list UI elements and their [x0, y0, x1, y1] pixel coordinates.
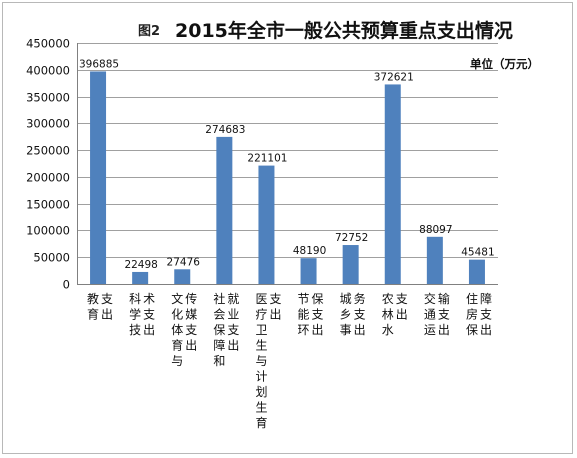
data-label: 45481 — [461, 247, 494, 259]
y-tick-label: 250000 — [26, 144, 70, 158]
y-tick-label: 450000 — [26, 37, 70, 51]
category-label: 交通运输支出 — [424, 291, 450, 337]
y-tick-label: 350000 — [26, 91, 70, 105]
figure-label: 图2 — [138, 24, 160, 39]
y-tick-label: 100000 — [26, 224, 70, 238]
data-label: 72752 — [335, 232, 368, 244]
bar — [426, 236, 443, 284]
category-label: 科学技术支出 — [129, 292, 155, 337]
category-label: 文化体育与传媒支出 — [171, 291, 197, 368]
category-label: 农林水支出 — [382, 292, 408, 337]
category-label: 节能环保支出 — [298, 292, 324, 337]
bar — [384, 84, 401, 284]
y-tick-label: 300000 — [26, 117, 70, 131]
y-tick-label: 0 — [63, 278, 70, 292]
y-tick-label: 200000 — [26, 171, 70, 185]
category-label: 住房保障支出 — [466, 291, 492, 337]
category-label: 城乡事务支出 — [340, 291, 366, 337]
category-label: 医疗卫生与计划生育支出 — [255, 292, 281, 430]
bar — [342, 245, 359, 284]
category-label: 教育支出 — [87, 291, 113, 322]
unit-label: 单位（万元） — [470, 57, 539, 71]
data-label: 22498 — [124, 259, 157, 271]
data-label: 48190 — [293, 245, 326, 257]
data-labels: 396885 22498 27476 274683 221101 48190 72752 37… — [79, 58, 495, 271]
data-label: 274683 — [205, 124, 245, 136]
data-label: 372621 — [374, 71, 414, 83]
y-axis-ticks: 0 50000 100000 150000 200000 250000 300000 3500… — [26, 37, 70, 292]
data-label: 27476 — [167, 256, 201, 268]
bars — [90, 71, 485, 284]
gridlines — [77, 43, 498, 285]
bar — [468, 259, 485, 284]
category-label: 社会保障和就业支出 — [213, 291, 239, 368]
bar — [216, 136, 233, 284]
bar — [174, 269, 191, 284]
data-label: 88097 — [419, 224, 452, 236]
bar — [300, 258, 317, 284]
data-label: 221101 — [247, 153, 287, 165]
bar — [258, 165, 275, 284]
y-tick-label: 400000 — [26, 64, 70, 78]
category-labels: 教育支出科学技术支出文化体育与传媒支出社会保障和就业支出医疗卫生与计划生育支出节… — [87, 291, 492, 430]
data-label: 396885 — [79, 58, 119, 70]
y-tick-label: 50000 — [33, 251, 70, 265]
bar — [132, 271, 149, 284]
bar — [90, 71, 107, 284]
chart-title: 2015年全市一般公共预算重点支出情况 — [175, 19, 513, 42]
y-tick-label: 150000 — [26, 198, 70, 212]
